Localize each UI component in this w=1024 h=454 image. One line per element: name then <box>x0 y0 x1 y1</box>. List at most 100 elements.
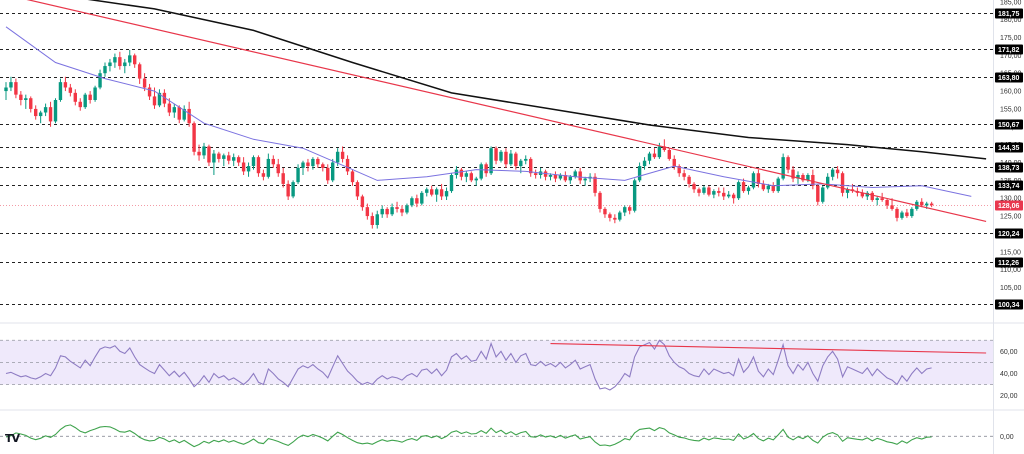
candle-up <box>311 158 315 167</box>
price-tick-label: 160,00 <box>1000 89 1022 96</box>
candle-down <box>761 183 766 190</box>
candle-up <box>123 62 127 67</box>
oscillator-line <box>5 424 932 448</box>
candle-up <box>751 173 756 188</box>
candle-up <box>202 146 206 156</box>
candle-down <box>578 171 582 181</box>
candle-down <box>360 196 365 208</box>
candle-down <box>142 78 147 88</box>
candle-up <box>499 151 503 161</box>
candle-up <box>568 176 572 181</box>
candle-down <box>494 148 498 161</box>
candle-up <box>875 198 879 200</box>
candle-up <box>519 160 523 167</box>
candle-down <box>217 153 221 159</box>
candle-down <box>692 183 696 190</box>
candle-up <box>821 187 825 202</box>
candle-up <box>806 175 810 181</box>
candle-down <box>543 171 548 177</box>
osc-tick-label: 0,00 <box>1000 434 1014 441</box>
price-tick-label: 185,00 <box>1000 0 1022 6</box>
level-badge <box>995 44 1023 55</box>
candle-down <box>484 164 488 174</box>
level-label: 144,35 <box>998 145 1020 152</box>
candle-up <box>4 87 8 92</box>
candle-down <box>920 201 924 206</box>
candle-down <box>63 82 68 88</box>
candle-up <box>826 176 830 188</box>
candle-down <box>345 158 350 172</box>
candle-down <box>613 217 617 220</box>
candle-down <box>880 198 884 200</box>
candle-up <box>232 157 236 161</box>
candle-up <box>331 162 335 181</box>
candle-down <box>430 189 434 195</box>
candle-down <box>905 212 909 217</box>
candle-up <box>583 178 587 181</box>
candle-down <box>326 167 330 181</box>
rsi-tick-label: 40,00 <box>1000 371 1018 378</box>
level-label: 163,80 <box>998 75 1020 82</box>
candle-down <box>29 98 33 109</box>
level-badge <box>995 228 1023 239</box>
candle-down <box>88 94 92 100</box>
candle-up <box>637 166 642 181</box>
candle-up <box>776 178 780 192</box>
level-badge <box>995 119 1023 130</box>
candle-down <box>553 175 558 179</box>
candle-down <box>241 162 246 172</box>
candle-up <box>103 66 107 74</box>
price-tick-label: 175,00 <box>1000 35 1022 42</box>
candle-down <box>177 107 181 120</box>
candle-up <box>657 146 662 158</box>
candle-down <box>929 203 934 206</box>
price-tick-label: 130,00 <box>1000 196 1022 203</box>
price-tick-label: 115,00 <box>1000 249 1021 256</box>
candle-up <box>390 207 394 215</box>
current-price-label: 128,06 <box>998 203 1020 210</box>
candle-down <box>306 162 310 167</box>
level-badge <box>995 162 1023 173</box>
candle-down <box>321 164 325 168</box>
candle-down <box>514 153 518 167</box>
candle-up <box>464 173 469 177</box>
candle-down <box>271 158 275 165</box>
candle-down <box>207 146 211 163</box>
candle-down <box>731 194 736 199</box>
candle-up <box>796 175 800 179</box>
candle-down <box>677 166 681 174</box>
level-badge <box>995 180 1023 191</box>
candle-up <box>98 73 102 88</box>
candle-down <box>895 208 899 218</box>
candle-up <box>702 187 706 193</box>
candle-up <box>58 82 63 100</box>
candle-up <box>479 164 483 179</box>
candle-up <box>291 182 295 197</box>
candle-down <box>14 82 18 95</box>
level-label: 171,82 <box>998 47 1020 54</box>
price-tick-label: 155,00 <box>1000 106 1022 113</box>
candle-down <box>355 182 360 197</box>
candle-up <box>910 208 914 217</box>
candle-down <box>593 176 597 193</box>
candle-down <box>791 169 795 179</box>
candle-up <box>24 98 28 100</box>
candle-up <box>573 171 577 177</box>
candle-up <box>296 167 300 183</box>
candle-down <box>286 183 290 197</box>
candle-down <box>385 208 389 215</box>
candle-up <box>335 151 340 163</box>
candle-down <box>187 108 191 124</box>
candle-down <box>662 146 667 150</box>
level-label: 100,34 <box>998 302 1020 309</box>
candle-down <box>48 107 53 122</box>
candle-down <box>870 192 874 200</box>
candle-down <box>370 216 374 225</box>
candle-up <box>172 107 176 113</box>
candle-down <box>603 208 607 215</box>
candle-down <box>19 94 23 100</box>
candle-down <box>890 205 894 209</box>
rsi-line <box>5 339 932 391</box>
candle-up <box>865 192 869 197</box>
